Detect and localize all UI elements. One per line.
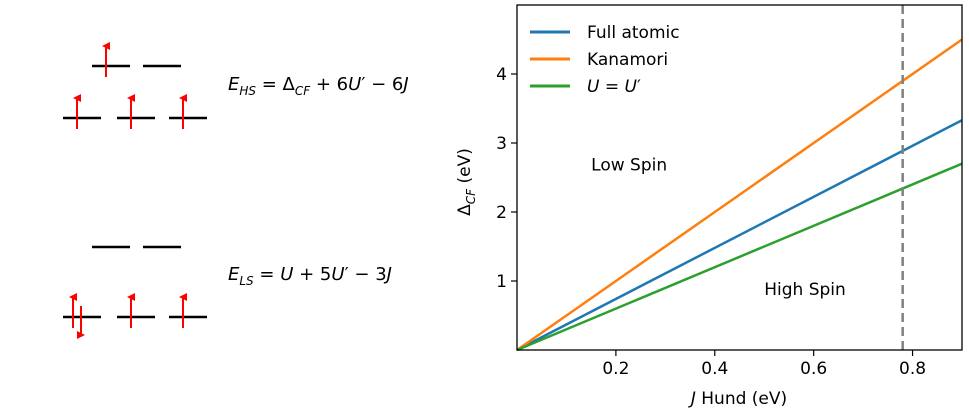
x-axis-ticks: 0.2 0.4 0.6 0.8 (602, 350, 926, 379)
series-line-2 (516, 162, 963, 352)
high-spin-levels (63, 42, 207, 129)
series-lines (516, 38, 963, 352)
low-spin-diagram: ELS = U + 5U′ − 3J (63, 245, 392, 339)
y-tick-label-2: 3 (496, 134, 507, 154)
chart: 0.2 0.4 0.6 0.8 1 2 3 4 J Hund (eV) ΔCF (eV) L… (455, 4, 963, 409)
high-spin-energy-expression: EHS = ΔCF + 6U′ − 6J (228, 74, 409, 98)
y-axis-label: ΔCF (eV) (455, 148, 478, 216)
low-spin-region-label: Low Spin (591, 156, 667, 176)
low-spin-energy-expression: ELS = U + 5U′ − 3J (228, 264, 392, 288)
high-spin-region-label: High Spin (764, 280, 846, 300)
legend-label-kanamori: Kanamori (587, 50, 668, 70)
y-tick-label-0: 1 (496, 272, 507, 292)
x-tick-label-0: 0.2 (602, 359, 629, 379)
series-line-0 (516, 119, 963, 352)
x-tick-label-1: 0.4 (701, 359, 728, 379)
series-line-1 (516, 38, 963, 352)
legend-label-u-equals-u-prime: U = U′ (587, 77, 641, 97)
y-axis-ticks: 1 2 3 4 (496, 65, 517, 292)
x-tick-label-2: 0.6 (800, 359, 827, 379)
high-spin-diagram: EHS = ΔCF + 6U′ − 6J (63, 42, 409, 129)
plot-frame (516, 4, 963, 351)
y-tick-label-1: 2 (496, 203, 507, 223)
x-axis-label: J Hund (eV) (688, 389, 787, 409)
low-spin-levels (63, 245, 207, 339)
legend: Full atomic Kanamori U = U′ (530, 23, 680, 97)
legend-label-full-atomic: Full atomic (587, 23, 680, 43)
y-tick-label-3: 4 (496, 65, 507, 85)
x-tick-label-3: 0.8 (899, 359, 926, 379)
